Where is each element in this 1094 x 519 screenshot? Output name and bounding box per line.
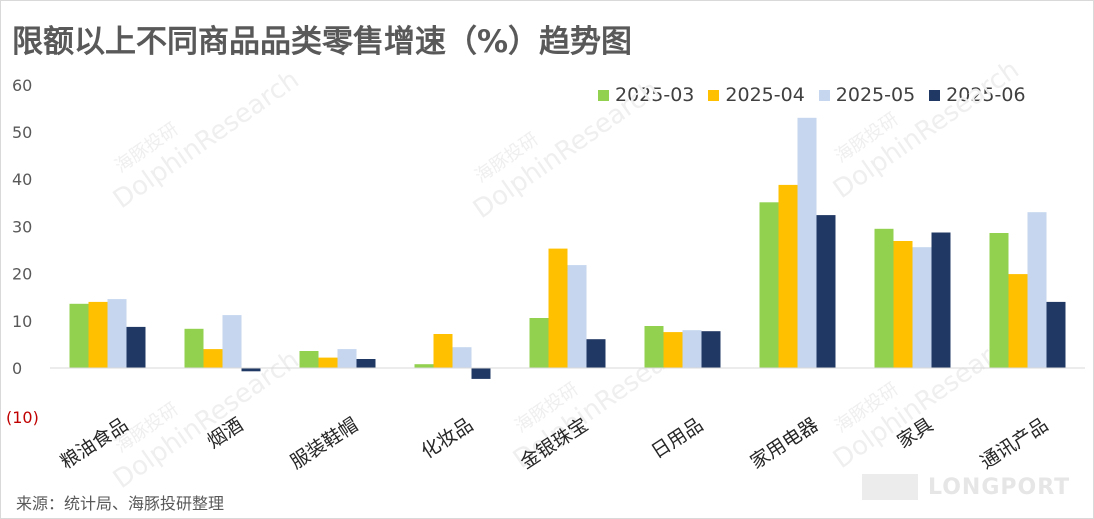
bar [682,330,702,368]
y-tick-label: 50 [12,123,32,142]
bar [318,357,338,368]
y-axis: (10) 0 10 20 30 40 50 60 [6,76,39,427]
y-tick-label: 0 [12,359,22,378]
y-tick-label: (10) [6,408,39,427]
bar [88,301,108,368]
legend-item: 2025-04 [708,84,805,106]
bar [299,351,319,368]
bar [893,241,913,368]
bar [548,248,568,368]
source-note: 来源：统计局、海豚投研整理 [16,494,225,513]
bar [874,228,894,368]
y-tick-label: 60 [12,76,32,95]
bar [567,265,587,368]
bar [184,328,204,368]
bar [912,247,932,368]
bar [797,117,817,368]
bar [816,215,836,368]
bar [644,326,664,368]
bar [433,334,453,368]
bar [931,232,951,368]
bar [107,299,127,368]
bar [663,332,683,368]
x-tick-label: 日用品 [647,414,707,464]
bar [529,318,549,368]
bar [1027,212,1047,368]
bar [203,349,223,368]
bar [1046,301,1066,368]
y-tick-label: 20 [12,265,32,284]
legend-swatch [818,89,830,101]
x-tick-label: 通讯产品 [976,414,1052,474]
bar [337,349,357,368]
chart-title: 限额以上不同商品品类零售增速（%）趋势图 [12,24,633,60]
y-tick-label: 10 [12,312,32,331]
bar [989,233,1009,368]
watermark-en: DolphinResearch [108,65,305,215]
bar [222,315,242,368]
x-tick-label: 家用电器 [746,414,822,474]
watermark-en: DolphinResearch [828,55,1025,205]
brand-mark-icon [862,474,918,500]
watermark-en: DolphinResearch [468,75,665,225]
bar [356,359,376,368]
legend-label: 2025-04 [725,84,805,106]
bar [414,364,434,368]
bar [586,339,606,368]
x-tick-label: 服装鞋帽 [286,414,362,474]
bar [778,184,798,368]
bars [69,117,1066,379]
legend-item: 2025-06 [929,84,1026,106]
brand-logo: LONGPORT [862,474,1070,500]
legend-item: 2025-05 [818,84,916,106]
bar [759,202,779,368]
bar [1008,274,1028,368]
legend-label: 2025-03 [615,84,695,106]
legend-item: 2025-03 [598,84,694,106]
legend-label: 2025-05 [835,84,916,106]
bar [452,347,472,368]
bar [69,303,89,368]
bar [471,368,491,379]
bar [241,368,261,372]
bar [126,326,146,368]
y-tick-label: 40 [12,170,32,189]
legend-swatch [598,89,609,101]
x-tick-label: 化妆品 [417,414,477,464]
legend-label: 2025-06 [946,84,1026,106]
y-tick-label: 30 [12,217,32,236]
bar [701,331,721,368]
legend: 2025-03 2025-04 2025-05 2025-06 [598,84,1026,106]
brand-name: LONGPORT [928,474,1071,500]
legend-swatch [708,89,720,101]
legend-swatch [929,89,941,101]
